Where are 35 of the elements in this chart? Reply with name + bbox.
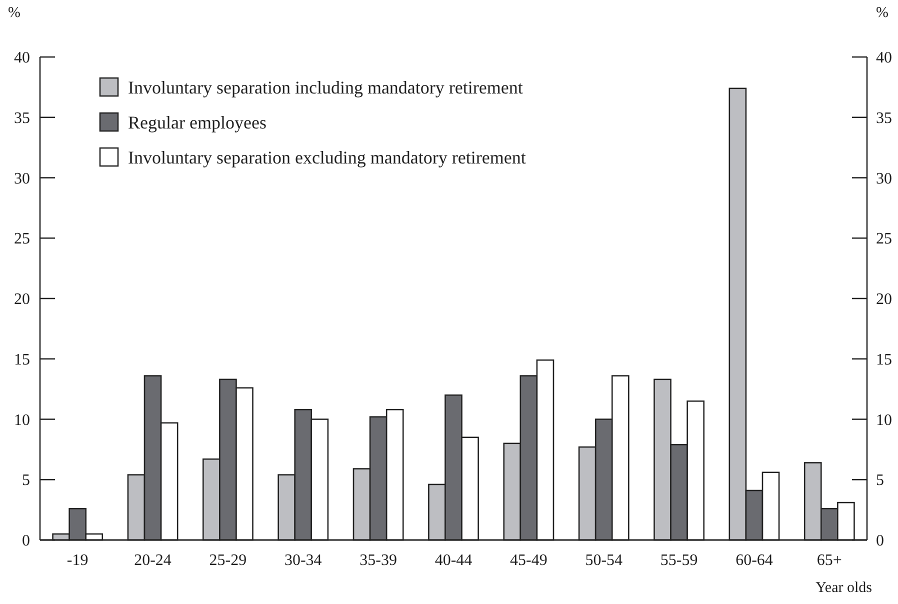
y2-tick-label: 20 bbox=[876, 291, 892, 308]
y2-tick-label: 40 bbox=[876, 50, 892, 67]
y2-tick-label: 15 bbox=[876, 351, 892, 368]
x-tick-label: 55-59 bbox=[660, 552, 698, 569]
x-tick-label: 65+ bbox=[816, 552, 842, 569]
x-tick-label: 25-29 bbox=[209, 552, 247, 569]
y2-tick-label: 35 bbox=[876, 110, 892, 127]
y-tick-label: 10 bbox=[14, 412, 30, 429]
x-tick-label: 60-64 bbox=[736, 552, 773, 569]
y-tick-label: 15 bbox=[14, 351, 30, 368]
y-tick-label: 5 bbox=[22, 472, 30, 490]
x-tick-label: 40-44 bbox=[434, 552, 472, 569]
y-tick-label: 30 bbox=[14, 170, 30, 188]
x-tick-label: 35-39 bbox=[360, 552, 397, 569]
x-tick-label: -19 bbox=[66, 552, 88, 569]
legend-label: Involuntary separation including mandatory retirement bbox=[128, 77, 523, 98]
y2-tick-label: 5 bbox=[876, 472, 884, 490]
x-tick-label: 20-24 bbox=[134, 552, 172, 569]
y2-tick-label: 10 bbox=[876, 412, 892, 429]
y-tick-label: 40 bbox=[14, 50, 30, 67]
y-tick-label: 25 bbox=[14, 230, 30, 248]
y2-axis-title: % bbox=[876, 5, 888, 21]
legend-label: Regular employees bbox=[128, 112, 266, 132]
y-axis-title: % bbox=[8, 5, 20, 21]
x-axis-title: Year olds bbox=[816, 580, 872, 596]
x-tick-label: 50-54 bbox=[585, 552, 623, 569]
y2-tick-label: 0 bbox=[876, 532, 884, 550]
y-tick-label: 35 bbox=[14, 110, 30, 127]
y-tick-label: 20 bbox=[14, 291, 30, 308]
x-tick-label: 30-34 bbox=[284, 552, 322, 569]
legend-label: Involuntary separation excluding mandatory retirement bbox=[128, 147, 526, 168]
x-tick-label: 45-49 bbox=[510, 552, 548, 569]
y2-tick-label: 30 bbox=[876, 170, 892, 188]
y-tick-label: 0 bbox=[22, 532, 30, 550]
y2-tick-label: 25 bbox=[876, 230, 892, 248]
